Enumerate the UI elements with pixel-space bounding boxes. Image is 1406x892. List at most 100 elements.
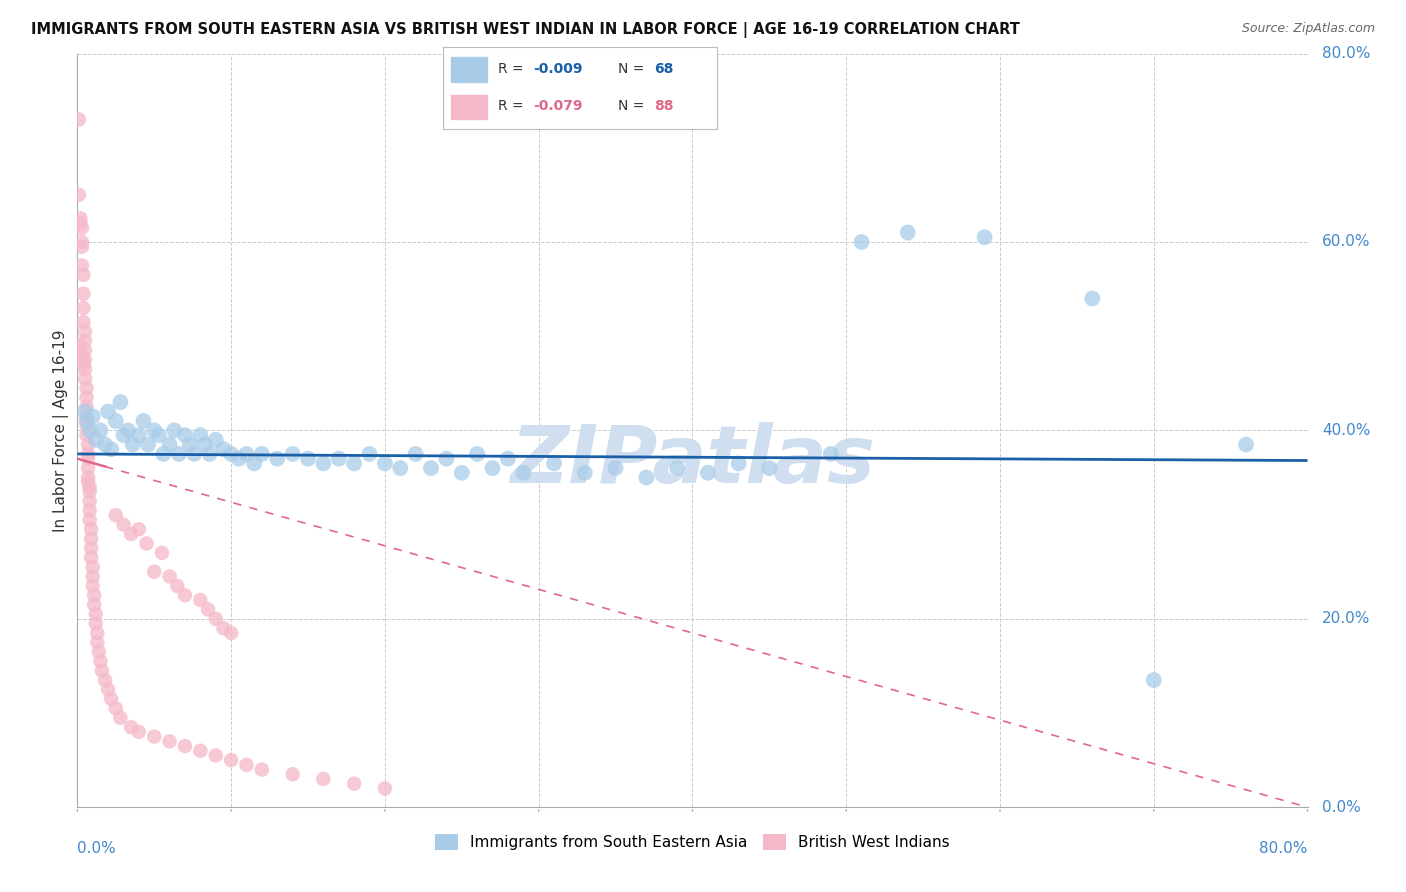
Point <box>72 315 94 329</box>
Point <box>496 451 519 466</box>
Point <box>973 230 995 244</box>
Point <box>1081 292 1104 306</box>
Point <box>72 286 94 301</box>
Point <box>79 424 101 438</box>
Point <box>82 409 104 424</box>
Point <box>120 527 142 541</box>
Point <box>235 757 257 772</box>
Point <box>89 654 111 668</box>
Point <box>77 437 100 451</box>
Point <box>851 235 873 249</box>
Point <box>70 220 93 235</box>
Point <box>84 616 107 631</box>
Text: 80.0%: 80.0% <box>1260 841 1308 856</box>
Point <box>143 565 166 579</box>
Point <box>212 442 235 457</box>
Text: 80.0%: 80.0% <box>1323 46 1371 61</box>
Point <box>128 428 150 442</box>
Point <box>167 447 190 461</box>
Point <box>128 724 150 739</box>
Point <box>76 400 98 414</box>
Point <box>94 437 117 451</box>
Text: 60.0%: 60.0% <box>1323 235 1371 250</box>
Point <box>219 626 242 640</box>
Point <box>159 437 181 451</box>
Point <box>389 461 412 475</box>
Bar <box>451 95 486 120</box>
Point <box>72 358 94 372</box>
Point <box>188 744 212 758</box>
Point <box>179 437 201 451</box>
Point <box>136 437 159 451</box>
Point <box>820 447 842 461</box>
Point <box>135 536 157 550</box>
Point <box>312 772 335 786</box>
Point <box>281 447 304 461</box>
Point <box>204 433 226 447</box>
Point <box>121 437 143 451</box>
Point <box>166 579 188 593</box>
Point <box>67 187 90 202</box>
Point <box>104 701 127 715</box>
Point <box>89 424 111 438</box>
Point <box>758 461 780 475</box>
Point <box>727 456 749 470</box>
Point <box>73 362 96 376</box>
Point <box>72 301 94 315</box>
Point <box>212 621 235 635</box>
Point <box>163 424 186 438</box>
Point <box>86 626 108 640</box>
Point <box>73 371 96 385</box>
Point <box>297 451 319 466</box>
Point <box>80 532 103 546</box>
Point <box>97 404 120 418</box>
Point <box>132 414 155 428</box>
Point <box>76 409 98 424</box>
Point <box>374 456 396 470</box>
Point <box>128 522 150 536</box>
Text: 0.0%: 0.0% <box>77 841 117 856</box>
Point <box>73 325 96 339</box>
Point <box>183 447 205 461</box>
Point <box>77 447 100 461</box>
Point <box>243 456 266 470</box>
Point <box>79 513 101 527</box>
Point <box>117 424 139 438</box>
Point <box>250 763 273 777</box>
Point <box>100 442 122 457</box>
Point <box>204 748 226 763</box>
Point <box>543 456 565 470</box>
Point <box>420 461 443 475</box>
Y-axis label: In Labor Force | Age 16-19: In Labor Force | Age 16-19 <box>53 329 69 532</box>
Point <box>159 734 181 748</box>
Point <box>120 720 142 734</box>
Bar <box>451 57 486 82</box>
Point <box>450 466 472 480</box>
Point <box>666 461 689 475</box>
Point <box>69 216 91 230</box>
Point <box>143 424 166 438</box>
Point <box>266 451 288 466</box>
Point <box>148 428 170 442</box>
Point <box>174 739 197 753</box>
Text: 0.0%: 0.0% <box>1323 800 1361 814</box>
Point <box>86 635 108 649</box>
Text: N =: N = <box>619 62 650 77</box>
Point <box>97 682 120 697</box>
Point <box>188 593 212 607</box>
Point <box>79 494 101 508</box>
Point <box>70 348 93 362</box>
Point <box>80 522 103 536</box>
Point <box>174 428 197 442</box>
Point <box>188 428 212 442</box>
Point <box>90 664 114 678</box>
Point <box>328 451 350 466</box>
Text: -0.009: -0.009 <box>533 62 583 77</box>
Point <box>82 560 104 574</box>
Point <box>100 692 122 706</box>
Text: 88: 88 <box>654 99 673 113</box>
Text: 20.0%: 20.0% <box>1323 611 1371 626</box>
Point <box>465 447 488 461</box>
Point <box>436 451 458 466</box>
Point <box>405 447 427 461</box>
